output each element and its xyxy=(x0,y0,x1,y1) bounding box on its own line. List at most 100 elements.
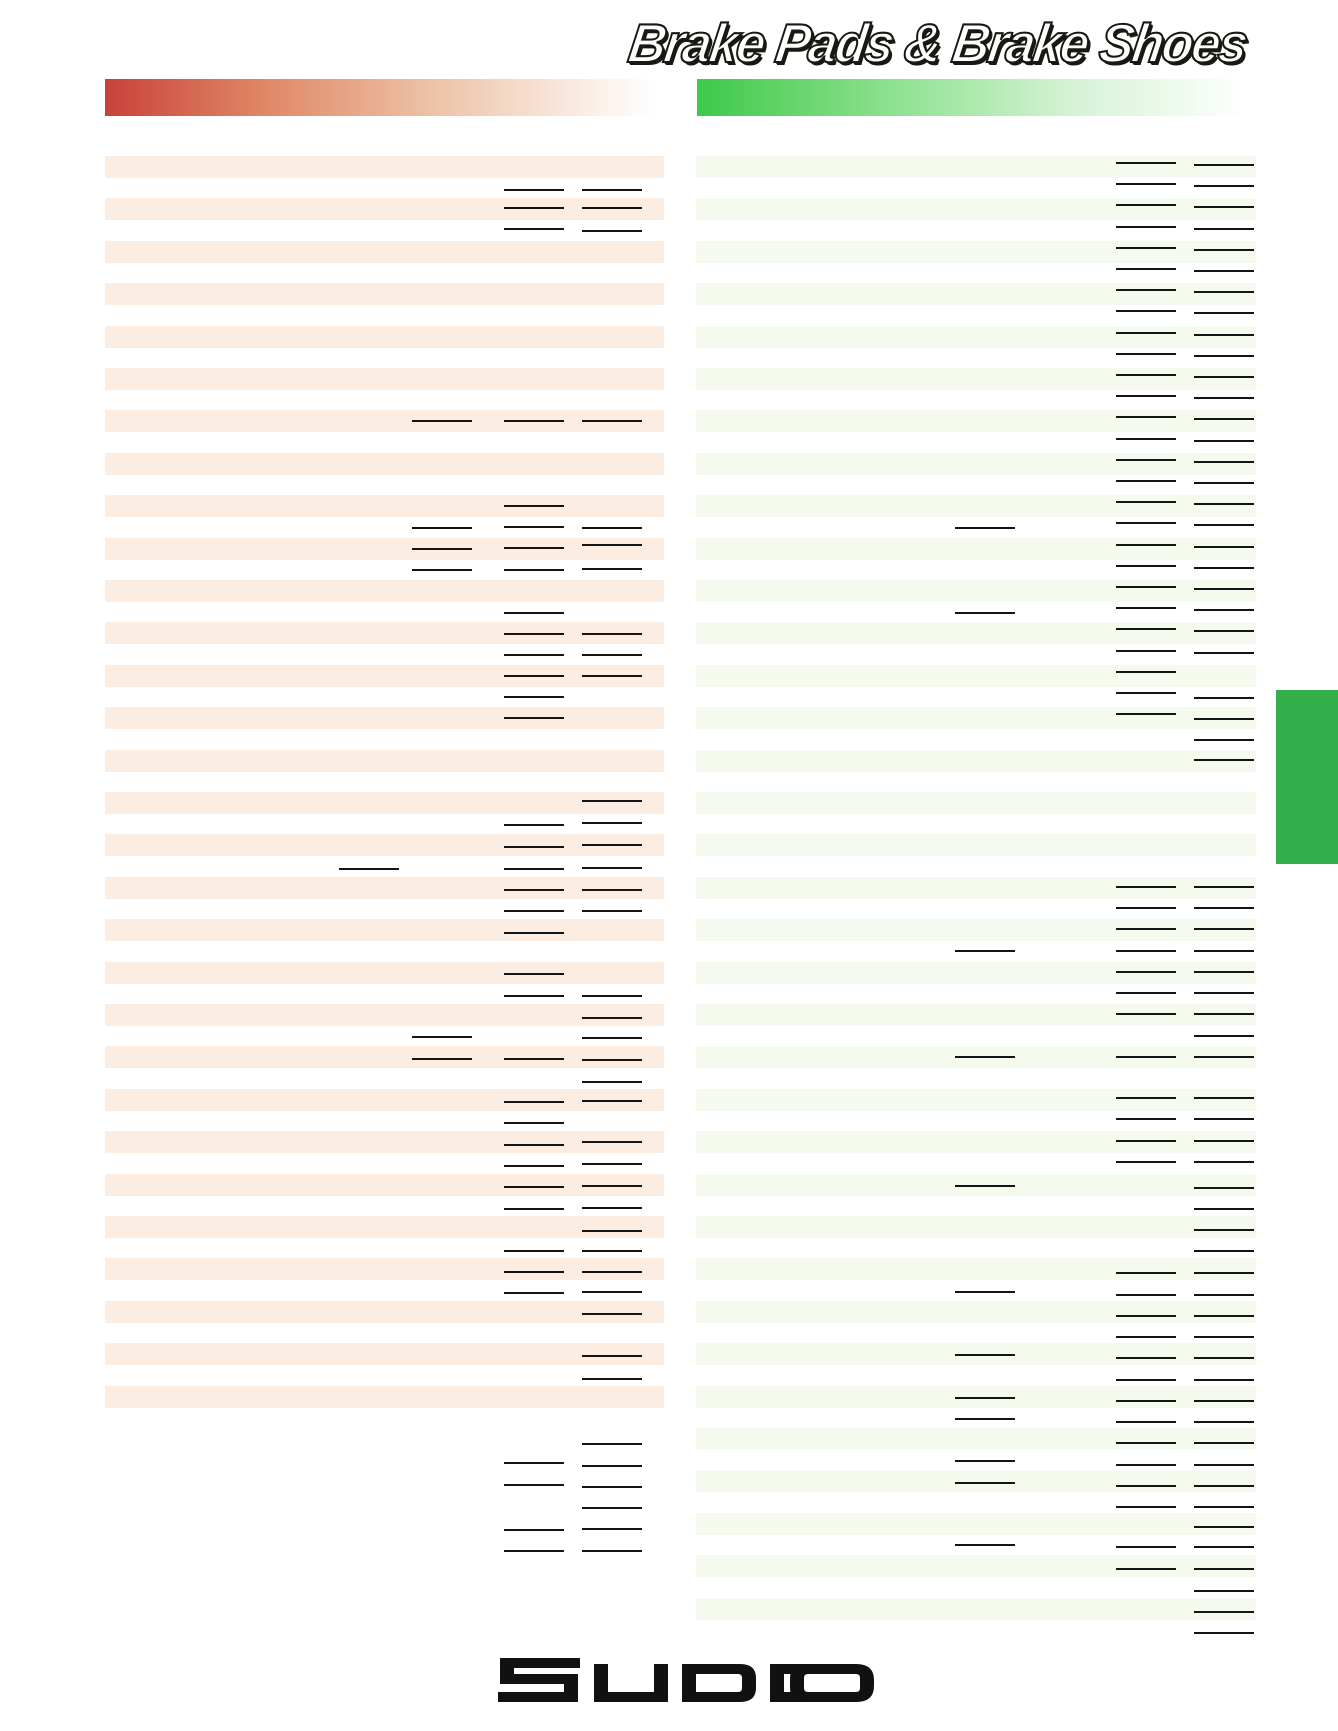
right-col3-rule xyxy=(1116,416,1176,418)
left-row-stripe xyxy=(105,368,664,390)
left-col2-rule xyxy=(412,569,472,571)
right-col3-rule xyxy=(1116,1161,1176,1163)
left-col4-rule xyxy=(582,527,642,529)
left-col4-rule xyxy=(582,1059,642,1061)
right-col4-rule xyxy=(1194,907,1254,909)
right-col4-rule xyxy=(1194,1379,1254,1381)
right-row-stripe xyxy=(696,452,1256,475)
section-tab[interactable] xyxy=(1276,690,1338,864)
left-col4-rule xyxy=(582,1081,642,1083)
left-col3-rule xyxy=(504,1165,564,1167)
left-col3-rule xyxy=(504,189,564,191)
right-row-stripe xyxy=(696,664,1256,687)
right-col4-rule xyxy=(1194,718,1254,720)
left-col4-rule xyxy=(582,1271,642,1273)
right-col3-rule xyxy=(1116,1056,1176,1058)
left-row-stripe xyxy=(105,198,664,221)
right-row-stripe xyxy=(696,834,1256,857)
left-col3-rule xyxy=(504,207,564,209)
sudco-logo xyxy=(498,1658,874,1702)
right-col3-rule xyxy=(1116,1336,1176,1338)
left-col4-rule xyxy=(582,568,642,570)
right-col4-rule xyxy=(1194,376,1254,378)
left-row-stripe xyxy=(105,240,664,263)
left-row-stripe xyxy=(105,792,664,814)
right-col4-rule xyxy=(1194,249,1254,251)
left-row-stripe xyxy=(105,1173,664,1196)
left-row-stripe xyxy=(105,156,664,178)
left-col4-rule xyxy=(582,1291,642,1293)
left-col3-rule xyxy=(504,612,564,614)
right-col3-rule xyxy=(1116,1294,1176,1296)
right-row-stripe xyxy=(696,410,1256,433)
right-col3-rule xyxy=(1116,1546,1176,1548)
right-col3-rule xyxy=(1116,544,1176,546)
left-row-stripe xyxy=(105,961,664,984)
right-row-stripe xyxy=(696,961,1256,984)
right-col4-rule xyxy=(1194,950,1254,952)
right-row-stripe xyxy=(696,240,1256,263)
left-row-stripe xyxy=(105,749,664,772)
left-row-stripe xyxy=(105,1385,664,1408)
left-row-stripe xyxy=(105,919,664,942)
left-col3-rule xyxy=(504,973,564,975)
left-col4-rule xyxy=(582,1313,642,1315)
right-col4-rule xyxy=(1194,759,1254,761)
right-col4-rule xyxy=(1194,1118,1254,1120)
left-col4-rule xyxy=(582,1465,642,1467)
left-col4-rule xyxy=(582,1378,642,1380)
right-row-stripe xyxy=(696,325,1256,348)
right-row-stripe xyxy=(696,1216,1256,1238)
right-row-stripe xyxy=(696,622,1256,645)
right-col4-rule xyxy=(1194,355,1254,357)
right-col2-rule xyxy=(955,1354,1015,1356)
right-col3-rule xyxy=(1116,183,1176,185)
left-col4-rule xyxy=(582,995,642,997)
left-col1-rule xyxy=(339,868,399,870)
left-col3-rule xyxy=(504,1208,564,1210)
right-col3-rule xyxy=(1116,950,1176,952)
right-col2-rule xyxy=(955,1397,1015,1399)
right-col3-rule xyxy=(1116,268,1176,270)
left-row-stripe xyxy=(105,1343,664,1366)
left-row-stripe xyxy=(105,1046,664,1069)
right-col3-rule xyxy=(1116,1379,1176,1381)
left-col3-rule xyxy=(504,1186,564,1188)
right-col3-rule xyxy=(1116,671,1176,673)
left-col2-rule xyxy=(412,420,472,422)
right-row-stripe xyxy=(696,749,1256,772)
left-col4-rule xyxy=(582,910,642,912)
left-row-stripe xyxy=(105,283,664,306)
right-col3-rule xyxy=(1116,374,1176,376)
right-col3-rule xyxy=(1116,1272,1176,1274)
right-col4-rule xyxy=(1194,1208,1254,1210)
right-col4-rule xyxy=(1194,1506,1254,1508)
right-col4-rule xyxy=(1194,992,1254,994)
left-col4-rule xyxy=(582,1443,642,1445)
right-col4-rule xyxy=(1194,1140,1254,1142)
right-row-stripe xyxy=(696,1597,1256,1620)
left-col3-rule xyxy=(504,846,564,848)
right-row-stripe xyxy=(696,707,1256,730)
right-col3-rule xyxy=(1116,565,1176,567)
left-col4-rule xyxy=(582,889,642,891)
right-row-stripe xyxy=(696,919,1256,942)
right-col3-rule xyxy=(1116,332,1176,334)
left-col3-rule xyxy=(504,1250,564,1252)
right-col4-rule xyxy=(1194,928,1254,930)
right-col4-rule xyxy=(1194,567,1254,569)
right-row-stripe xyxy=(696,198,1256,221)
left-col4-rule xyxy=(582,189,642,191)
page-title: Brake Pads & Brake Shoes xyxy=(624,13,1251,76)
right-col4-rule xyxy=(1194,609,1254,611)
left-col4-rule xyxy=(582,1017,642,1019)
right-col4-rule xyxy=(1194,1056,1254,1058)
right-row-stripe xyxy=(696,1004,1256,1026)
right-col4-rule xyxy=(1194,739,1254,741)
left-col2-rule xyxy=(412,1036,472,1038)
right-col3-rule xyxy=(1116,586,1176,588)
right-col2-rule xyxy=(955,612,1015,614)
left-row-stripe xyxy=(105,876,664,899)
left-col3-rule xyxy=(504,868,564,870)
left-row-stripe xyxy=(105,537,664,560)
